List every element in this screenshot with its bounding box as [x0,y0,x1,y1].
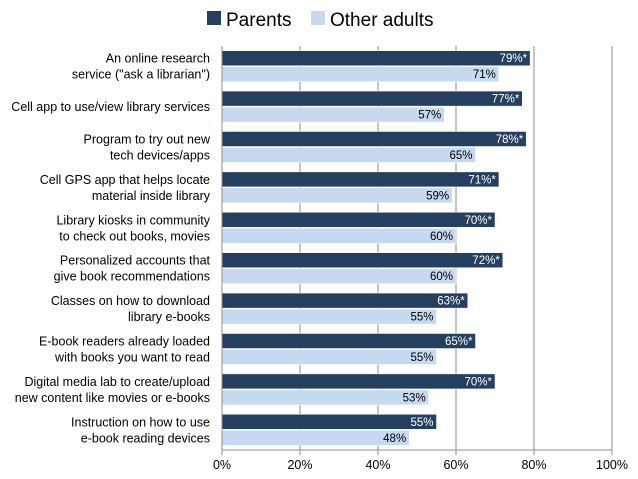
data-label-parents: 78%* [496,134,524,146]
category-label-line: give book recommendations [54,270,210,284]
legend-label-other-adults: Other adults [330,10,434,31]
x-tick-label: 0% [213,458,231,472]
category-label-line: Instruction on how to use [71,415,210,429]
category-label-line: library e-books [128,310,210,324]
data-label-parents: 70%* [465,376,493,388]
data-label-other-adults: 55% [410,352,433,364]
data-label-other-adults: 60% [430,231,453,243]
bar-parents [221,171,500,188]
x-tick-label: 60% [443,458,468,472]
bar-parents [221,131,527,147]
category-label-line: with books you want to read [54,351,210,365]
bar-other-adults [221,389,429,406]
bar-parents [221,252,504,268]
category-label: An online research service ("ask a librar… [72,52,210,82]
x-tick-label: 100% [596,458,628,472]
bar-other-adults [221,228,457,244]
data-label-parents: 55% [410,417,433,429]
bar-other-adults [221,268,457,284]
data-label-other-adults: 59% [426,190,449,202]
bars: 79%* 71% 77%* 57% 78%* 65% 71%* 59% 70%* 60% 72%* 6… [221,50,531,446]
category-label-line: Cell app to use/view library services [11,100,210,114]
category-label-line: e-book reading devices [81,431,210,445]
category-label: E-book readers already loaded with books … [39,335,210,365]
category-label-line: to check out books, movies [59,229,210,243]
category-labels: An online research service ("ask a librar… [11,52,211,446]
category-label-line: Library kiosks in community [56,213,210,227]
bar-parents [221,414,437,430]
category-label: Digital media lab to create/upload new co… [15,375,210,405]
category-label-line: material inside library [92,189,211,203]
bar-parents [221,50,531,66]
x-tick-label: 40% [365,458,390,472]
category-label: Instruction on how to use e-book reading … [71,415,210,445]
bar-parents [221,292,468,309]
x-tick-label: 80% [521,458,546,472]
data-label-parents: 77%* [492,94,520,106]
category-label-line: Cell GPS app that helps locate [40,173,210,187]
bar-other-adults [221,147,476,163]
bar-parents [221,373,496,390]
data-label-other-adults: 55% [410,312,433,324]
bar-other-adults [221,66,500,82]
bar-other-adults [221,106,445,123]
data-label-other-adults: 48% [383,433,406,445]
x-axis: 0% 20% 40% 60% 80% 100% [213,46,628,472]
data-label-parents: 71%* [468,174,496,186]
legend: Parents Other adults [207,10,434,31]
category-label-line: new content like movies or e-books [15,391,210,405]
category-label-line: service ("ask a librarian") [72,68,210,82]
bar-parents [221,212,496,228]
category-label-line: E-book readers already loaded [39,335,210,349]
legend-swatch-parents [207,11,221,25]
legend-swatch-other-adults [311,11,325,25]
category-label: Cell app to use/view library services [11,100,210,114]
bar-other-adults [221,430,410,446]
category-label-line: Digital media lab to create/upload [24,375,210,389]
data-label-parents: 70%* [465,215,493,227]
data-label-other-adults: 71% [473,69,496,81]
category-label: Library kiosks in community to check out … [56,213,210,243]
gridlines [299,46,613,450]
legend-label-parents: Parents [226,10,291,31]
bar-other-adults [221,308,437,325]
data-label-parents: 72%* [472,255,500,267]
bar-other-adults [221,187,453,204]
category-label: Classes on how to download library e-book… [51,294,210,324]
data-label-other-adults: 60% [430,271,453,283]
category-label-line: Program to try out new [84,133,211,147]
category-label-line: Personalized accounts that [60,254,211,268]
category-label: Cell GPS app that helps locate material i… [40,173,211,203]
bar-parents [221,90,523,107]
data-label-other-adults: 65% [449,150,472,162]
bar-other-adults [221,349,437,365]
category-label-line: Classes on how to download [51,294,210,308]
category-label: Personalized accounts that give book reco… [54,254,211,284]
data-label-parents: 63%* [437,296,465,308]
data-label-other-adults: 57% [418,110,441,122]
category-label-line: tech devices/apps [110,149,210,163]
data-label-parents: 65%* [445,336,473,348]
data-label-parents: 79%* [500,53,528,65]
x-tick-label: 20% [287,458,312,472]
bar-parents [221,333,476,349]
category-label: Program to try out new tech devices/apps [84,133,211,163]
category-label-line: An online research [106,52,210,66]
data-label-other-adults: 53% [403,392,426,404]
